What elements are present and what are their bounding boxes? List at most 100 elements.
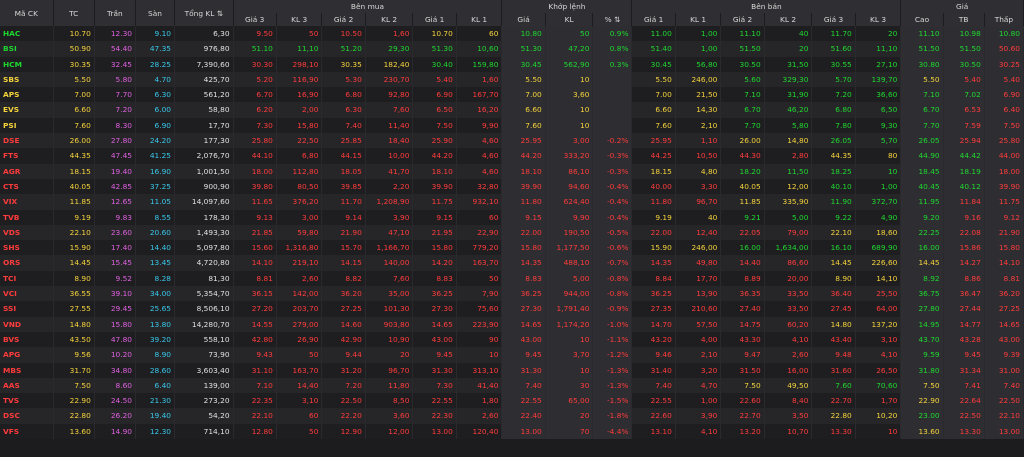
table-row[interactable]: BSI 50.90 54.40 47.35 976,80 51.10 11,10 51.20 2…: [0, 41, 1024, 57]
table-row[interactable]: TVB 9.19 9.83 8.55 178,30 9.13 3,00 9.14 3,90 9.1…: [0, 209, 1024, 225]
cell-symbol[interactable]: SSI: [0, 301, 54, 317]
col-total-vol[interactable]: Tổng KL ⇅: [174, 0, 234, 26]
cell-ask-v2: 86,60: [764, 255, 813, 271]
cell-symbol[interactable]: TVS: [0, 393, 54, 409]
cell-symbol[interactable]: BVS: [0, 331, 54, 348]
cell-symbol[interactable]: DSC: [0, 408, 54, 424]
cell-total-vol: 14,280,70: [174, 316, 234, 332]
table-row[interactable]: VDS 22.10 23.60 20.60 1,493,30 21.85 59,80 21.9…: [0, 224, 1024, 241]
table-row[interactable]: MBS 31.70 34.80 28.60 3,603,40 31.10 163,70 31.…: [0, 362, 1024, 378]
col-ceil[interactable]: Trần: [94, 0, 136, 26]
table-row[interactable]: DSC 22.80 26.20 19.40 54,20 22.10 60 22.20 3,60 2…: [0, 408, 1024, 424]
table-row[interactable]: APS 7.00 7.70 6.30 561,20 6.70 16,90 6.80 92,80 6…: [0, 87, 1024, 103]
cell-bid-p2: 39.85: [321, 178, 366, 195]
col-ask-v2[interactable]: KL 2: [764, 13, 813, 26]
table-row[interactable]: VIX 11.85 12.65 11.05 14,097,60 11.65 376,20 11…: [0, 194, 1024, 210]
cell-symbol[interactable]: CTS: [0, 178, 54, 195]
table-row[interactable]: VND 14.80 15.80 13.80 14,280,70 14.55 279,00 14…: [0, 316, 1024, 332]
cell-symbol[interactable]: SBS: [0, 71, 54, 88]
cell-symbol[interactable]: SHS: [0, 240, 54, 256]
table-row[interactable]: APG 9.56 10.20 8.90 73,90 9.43 50 9.44 20 9.45 10 9…: [0, 347, 1024, 363]
cell-symbol[interactable]: APS: [0, 87, 54, 103]
cell-symbol[interactable]: VND: [0, 316, 54, 332]
table-row[interactable]: DSE 26.00 27.80 24.20 177,30 25.80 22,50 25.85 1…: [0, 133, 1024, 149]
cell-symbol[interactable]: MBS: [0, 362, 54, 378]
cell-symbol[interactable]: APG: [0, 347, 54, 363]
cell-high: 40.45: [900, 178, 944, 195]
cell-high: 36.75: [900, 286, 944, 302]
cell-match-vol: 10: [545, 71, 594, 88]
cell-ask-v1: 96,70: [675, 194, 722, 210]
cell-low: 25.80: [984, 133, 1024, 149]
cell-bid-p3: 21.85: [233, 224, 277, 241]
cell-symbol[interactable]: TCI: [0, 270, 54, 287]
sort-arrows-icon[interactable]: ⇅: [216, 8, 223, 18]
col-bid-p2[interactable]: Giá 2: [321, 13, 366, 26]
col-bid-p1[interactable]: Giá 1: [412, 13, 457, 26]
cell-symbol[interactable]: AGR: [0, 163, 54, 179]
table-row[interactable]: SSI 27.55 29.45 25.65 8,506,10 27.20 203,70 27.…: [0, 301, 1024, 317]
cell-symbol[interactable]: FTS: [0, 148, 54, 164]
cell-ref: 9.19: [53, 209, 95, 225]
col-floor[interactable]: Sàn: [135, 0, 176, 26]
cell-ceil: 54.40: [94, 41, 136, 57]
cell-symbol[interactable]: ORS: [0, 255, 54, 271]
table-row[interactable]: VFS 13.60 14.90 12.30 714,10 12.80 50 12.90 12,0…: [0, 423, 1024, 440]
table-row[interactable]: AGR 18.15 19.40 16.90 1,001,50 18.00 112,80 18.…: [0, 163, 1024, 179]
cell-symbol[interactable]: VIX: [0, 194, 54, 210]
table-row[interactable]: HAC 10.70 12.30 9.10 6,30 9.50 50 10.50 1,60 10.7…: [0, 26, 1024, 42]
cell-bid-p2: 7.20: [321, 377, 366, 394]
cell-bid-p2: 6.80: [321, 87, 366, 103]
col-ask-p2[interactable]: Giá 2: [720, 13, 765, 26]
table-row[interactable]: EVS 6.60 7.20 6.00 58,80 6.20 2,00 6.30 7,60 6.50…: [0, 102, 1024, 118]
col-ask-v1[interactable]: KL 1: [675, 13, 722, 26]
col-ref[interactable]: TC: [53, 0, 95, 26]
col-ask-v3[interactable]: KL 3: [855, 13, 902, 26]
table-row[interactable]: VCI 36.55 39.10 34.00 5,354,70 36.15 142,00 36.…: [0, 286, 1024, 302]
cell-symbol[interactable]: VCI: [0, 286, 54, 302]
cell-symbol[interactable]: BSI: [0, 41, 54, 57]
cell-high: 7.10: [900, 87, 944, 103]
col-bid-v2[interactable]: KL 2: [365, 13, 414, 26]
col-match-vol[interactable]: KL: [545, 13, 594, 26]
col-bid-v1[interactable]: KL 1: [456, 13, 503, 26]
table-row[interactable]: SBS 5.50 5.80 4.70 425,70 5.20 116,90 5.30 230,7…: [0, 71, 1024, 88]
col-high[interactable]: Cao: [900, 13, 944, 26]
table-row[interactable]: FTS 44.35 47.45 41.25 2,076,70 44.10 6,80 44.15…: [0, 148, 1024, 164]
col-bid-p3[interactable]: Giá 3: [233, 13, 277, 26]
cell-bid-v1: 159,80: [456, 56, 503, 72]
cell-bid-p1: 22.30: [412, 408, 457, 424]
cell-symbol[interactable]: VDS: [0, 224, 54, 241]
table-row[interactable]: ORS 14.45 15.45 13.45 4,720,80 14.10 219,10 14.…: [0, 255, 1024, 271]
col-bid-v3[interactable]: KL 3: [276, 13, 323, 26]
cell-total-vol: 558,10: [174, 331, 234, 348]
cell-symbol[interactable]: AAS: [0, 377, 54, 394]
cell-low: 15.80: [984, 240, 1024, 256]
col-symbol[interactable]: Mã CK: [0, 0, 54, 26]
cell-symbol[interactable]: VFS: [0, 423, 54, 440]
cell-symbol[interactable]: HCM: [0, 56, 54, 72]
col-match-price[interactable]: Giá: [501, 13, 546, 26]
col-low[interactable]: Thấp: [984, 13, 1024, 26]
cell-symbol[interactable]: EVS: [0, 102, 54, 118]
cell-symbol[interactable]: HAC: [0, 26, 54, 42]
table-row[interactable]: TCI 8.90 9.52 8.28 81,30 8.81 2,60 8.82 7,60 8.83…: [0, 270, 1024, 287]
cell-symbol[interactable]: DSE: [0, 133, 54, 149]
table-row[interactable]: PSI 7.60 8.30 6.90 17,70 7.30 15,80 7.40 11,40 7.…: [0, 117, 1024, 134]
cell-bid-v1: 120,40: [456, 423, 503, 440]
cell-floor: 6.00: [135, 102, 176, 118]
sort-arrows-icon[interactable]: ⇅: [614, 15, 621, 24]
table-row[interactable]: BVS 43.50 47.80 39.20 558,10 42.80 26,90 42.90 1…: [0, 331, 1024, 348]
table-row[interactable]: HCM 30.35 32.45 28.25 7,390,60 30.30 298,10 30.…: [0, 56, 1024, 72]
col-ask-p1[interactable]: Giá 1: [631, 13, 676, 26]
col-match-pct[interactable]: % ⇅: [592, 13, 633, 26]
table-row[interactable]: AAS 7.50 8.60 6.40 139,00 7.10 14,40 7.20 11,80 7…: [0, 377, 1024, 394]
table-row[interactable]: TVS 22.90 24.50 21.30 273,20 22.35 3,10 22.50 8,…: [0, 393, 1024, 409]
cell-avg: 27.44: [943, 301, 985, 317]
table-row[interactable]: CTS 40.05 42.85 37.25 900,90 39.80 80,50 39.85 2…: [0, 178, 1024, 195]
cell-symbol[interactable]: PSI: [0, 117, 54, 134]
col-ask-p3[interactable]: Giá 3: [811, 13, 856, 26]
col-avg[interactable]: TB: [943, 13, 985, 26]
cell-symbol[interactable]: TVB: [0, 209, 54, 225]
table-row[interactable]: SHS 15.90 17.40 14.40 5,097,80 15.60 1,316,80 1…: [0, 240, 1024, 256]
